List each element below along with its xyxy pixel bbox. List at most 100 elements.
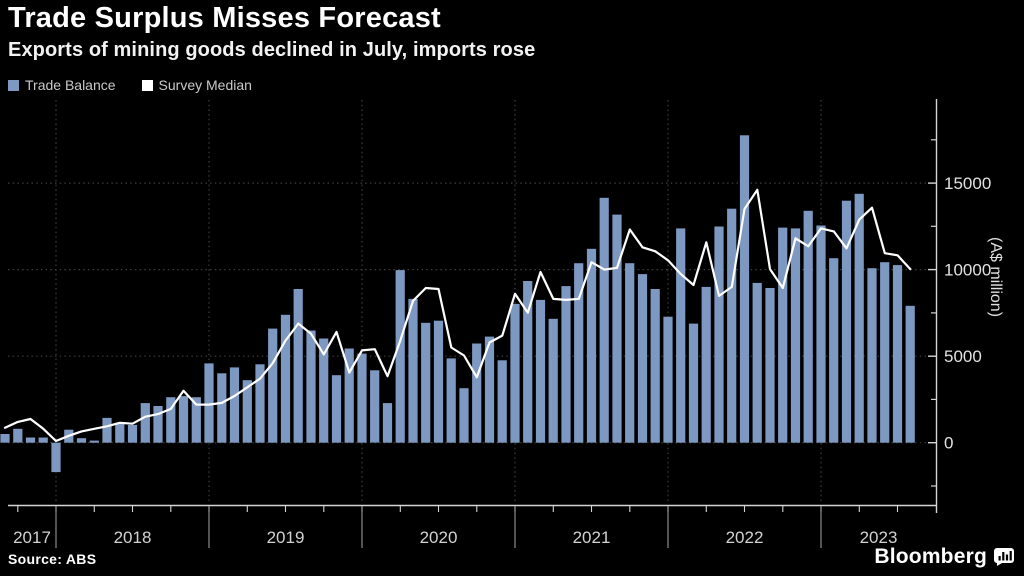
trade-balance-bar	[510, 303, 520, 443]
trade-balance-swatch-icon	[8, 79, 19, 91]
trade-balance-bar	[841, 200, 852, 443]
trade-balance-bar	[803, 210, 813, 443]
chart-subtitle: Exports of mining goods declined in July…	[8, 39, 536, 61]
legend: Trade Balance Survey Median	[8, 77, 252, 93]
axes	[8, 99, 938, 513]
trade-balance-bar	[739, 135, 750, 443]
survey-median-swatch-icon	[141, 79, 153, 91]
trade-balance-bar	[867, 268, 877, 443]
trade-balance-bar	[217, 373, 227, 443]
year-label: 2019	[267, 528, 305, 547]
trade-balance-bar	[446, 358, 456, 443]
trade-balance-bar	[701, 286, 711, 443]
trade-balance-bar	[548, 318, 558, 443]
y-tick-label: 10000	[944, 261, 991, 280]
trade-balance-bar	[472, 343, 482, 443]
survey-median-line	[3, 188, 912, 443]
trade-balance-bar	[357, 353, 367, 443]
y-axis-unit-label: (A$ million)	[987, 237, 1004, 318]
trade-balance-bar	[0, 434, 10, 443]
trade-balance-bar	[331, 375, 342, 443]
year-label: 2017	[13, 528, 51, 547]
trade-balance-bar	[497, 360, 507, 443]
trade-balance-bar	[625, 263, 635, 443]
year-label: 2020	[420, 528, 458, 547]
trade-balance-bar	[535, 299, 546, 443]
trade-balance-bar	[854, 193, 864, 443]
year-label: 2023	[860, 528, 898, 547]
trade-balance-bar	[484, 336, 495, 443]
legend-item-trade-balance: Trade Balance	[8, 77, 116, 93]
trade-balance-bar	[306, 330, 316, 443]
y-axis-ticks: 0 5000 10000 15000	[928, 139, 991, 487]
trade-balance-bar	[280, 314, 291, 443]
year-label: 2021	[573, 528, 611, 547]
trade-balance-bar	[688, 323, 699, 443]
trade-balance-bar	[574, 263, 584, 443]
trade-balance-bar	[370, 370, 380, 443]
trade-balance-bar	[242, 380, 252, 443]
trade-balance-bar	[523, 281, 533, 443]
trade-balance-bar	[153, 406, 163, 443]
trade-balance-bar	[790, 228, 801, 443]
trade-balance-bar	[752, 282, 762, 443]
trade-balance-bar	[115, 422, 125, 443]
trade-balance-bar	[586, 248, 597, 443]
trade-balance-bar	[765, 288, 775, 443]
y-tick-label: 15000	[944, 174, 991, 193]
trade-balance-bar	[293, 289, 303, 443]
trade-balance-bar	[421, 322, 431, 443]
legend-label-survey-median: Survey Median	[158, 77, 252, 93]
trade-balance-bar	[140, 403, 150, 443]
trade-balance-bar	[408, 298, 418, 443]
trade-balance-bar	[905, 305, 915, 443]
trade-balance-bar	[892, 265, 903, 443]
trade-balance-bar	[51, 442, 61, 473]
trade-balance-bar	[178, 396, 189, 443]
year-label: 2018	[114, 528, 152, 547]
trade-balance-bar	[663, 316, 673, 443]
trade-balance-bar	[166, 397, 176, 443]
trade-balance-bar	[778, 227, 788, 443]
x-axis-ticks	[17, 506, 899, 512]
trade-balance-bar	[89, 440, 99, 443]
trade-balance-bar	[816, 225, 826, 443]
x-axis-year-row: 2017 2018 2019 2020 2021 2022 2023	[13, 506, 897, 548]
trade-balance-bar	[102, 417, 112, 443]
page-title: Trade Surplus Misses Forecast	[8, 2, 441, 34]
trade-balance-bar	[650, 289, 660, 443]
y-tick-label: 0	[944, 434, 953, 453]
trade-balance-bar	[599, 197, 609, 443]
trade-balance-bar	[268, 328, 278, 443]
trade-balance-bar	[127, 424, 138, 443]
trade-balance-bar	[561, 286, 571, 443]
trade-balance-bar	[829, 258, 839, 443]
legend-item-survey-median: Survey Median	[141, 77, 252, 93]
trade-balance-bar	[395, 270, 405, 443]
trade-balance-bar	[25, 437, 36, 443]
trade-balance-bar	[612, 214, 622, 443]
trade-balance-bar	[191, 397, 201, 443]
source-note: Source: ABS	[8, 551, 97, 567]
trade-balance-bar	[714, 226, 724, 443]
bloomberg-logo: Bloomberg	[874, 545, 1014, 569]
trade-balance-bar	[229, 367, 240, 443]
trade-balance-bar	[433, 320, 444, 443]
trade-balance-bar	[676, 228, 686, 443]
trade-balance-bar	[880, 262, 890, 443]
trade-balance-bar	[459, 388, 469, 443]
bar-chart-bubble-icon	[994, 548, 1014, 566]
trade-balance-bar	[204, 363, 214, 443]
trade-balance-bar	[382, 403, 393, 443]
trade-balance-bar	[255, 364, 265, 443]
year-label: 2022	[726, 528, 764, 547]
trade-balance-bar	[319, 338, 329, 443]
trade-balance-bars	[0, 135, 915, 473]
trade-balance-bar	[344, 348, 354, 443]
legend-label-trade-balance: Trade Balance	[25, 77, 116, 93]
trade-balance-bar	[38, 437, 48, 443]
trade-balance-bar	[637, 274, 648, 443]
y-tick-label: 5000	[944, 347, 982, 366]
